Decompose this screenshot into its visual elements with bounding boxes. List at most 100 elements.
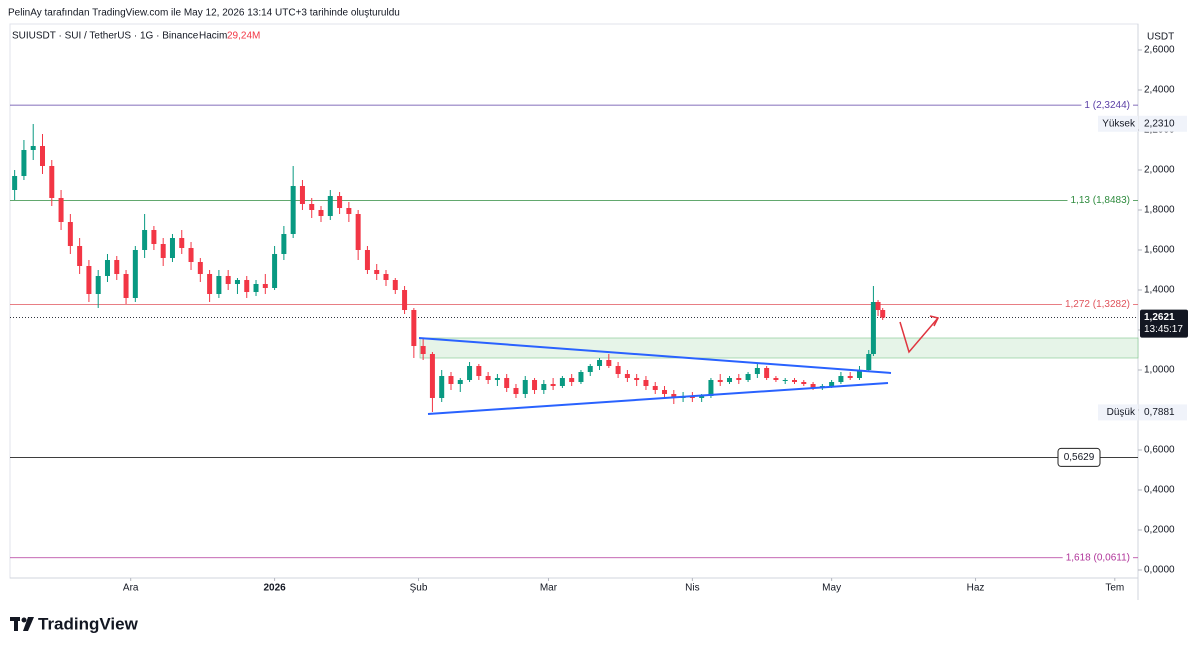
y-tick-label: 2,6000 [1144, 45, 1175, 56]
candle-body [791, 380, 797, 382]
candle-body [485, 376, 491, 380]
candle-body [671, 394, 677, 398]
candle-body [810, 384, 816, 388]
candle-body [290, 186, 296, 234]
candle-body [346, 208, 352, 214]
candle-body [281, 234, 287, 254]
price-badge-value: 0,7881 [1144, 407, 1175, 418]
candle-body [411, 310, 417, 346]
candle-body [866, 354, 872, 370]
price-badge [1098, 115, 1138, 132]
candle-body [513, 388, 519, 394]
candle-body [597, 360, 603, 366]
support-label: 0,5629 [1064, 452, 1095, 463]
price-badge [1098, 404, 1138, 421]
candle-body [745, 374, 751, 380]
candle-body [467, 366, 473, 380]
candle-body [244, 280, 250, 292]
candle-body [21, 150, 27, 176]
candle-body [253, 284, 259, 292]
logo-mark [14, 617, 18, 631]
candle-body [420, 346, 426, 354]
price-badge-value-bg [1139, 115, 1187, 132]
candle-body [114, 260, 120, 274]
candle-body [856, 370, 862, 378]
y-tick-label: 0,4000 [1144, 485, 1175, 496]
candle-body [49, 166, 55, 198]
candle-body [169, 238, 175, 258]
candle-body [624, 374, 630, 378]
candle-body [197, 262, 203, 274]
candle-body [95, 276, 101, 294]
y-tick-label: 0,0000 [1144, 565, 1175, 576]
support-box [1057, 447, 1101, 467]
y-tick-label: 2,0000 [1144, 165, 1175, 176]
candle-body [12, 176, 18, 190]
candle-body [504, 378, 510, 388]
candle-body [838, 376, 844, 382]
candle-body [699, 396, 705, 398]
triangle-upper [418, 337, 892, 374]
candle-body [151, 230, 157, 244]
candle-body [578, 372, 584, 382]
candle-body [207, 274, 213, 294]
x-tick-label: 2026 [263, 583, 286, 594]
logo-text: TradingView [38, 614, 139, 633]
candle-body [764, 368, 770, 378]
candle-body [736, 378, 742, 380]
credit: PelinAy tarafından TradingView.com ile M… [8, 8, 400, 19]
x-tick-label: Ara [123, 583, 139, 594]
candle-body [309, 204, 315, 210]
candle-body [754, 368, 760, 374]
y-tick-label: 0,2000 [1144, 525, 1175, 536]
candle-body [39, 146, 45, 166]
y-tick-label: 1,6000 [1144, 245, 1175, 256]
fib-label-bg [1061, 299, 1133, 311]
candle-body [67, 222, 73, 246]
fib-label-bg [1067, 194, 1133, 206]
candle-body [216, 276, 222, 294]
triangle-lower [427, 382, 889, 415]
candle-body [634, 378, 640, 380]
logo-mark [23, 617, 34, 631]
candle-body [77, 246, 83, 266]
candle-body [662, 390, 668, 394]
candle-body [569, 378, 575, 382]
fib-label: 1,618 (0,0611) [1066, 552, 1130, 563]
price-badge-value-bg [1139, 404, 1187, 421]
candle-body [801, 382, 807, 384]
candle-body [606, 360, 612, 366]
last-price-badge [1140, 309, 1188, 338]
candle-body [374, 270, 380, 274]
candle-body [104, 260, 110, 276]
candle-body [299, 186, 305, 204]
y-tick-label: 2,4000 [1144, 85, 1175, 96]
candle-body [392, 280, 398, 290]
x-tick-label: Haz [967, 583, 985, 594]
y-tick-label: 0,6000 [1144, 445, 1175, 456]
candle-body [402, 290, 408, 310]
candle-body [188, 248, 194, 262]
candle-body [708, 380, 714, 396]
candle-body [318, 210, 324, 216]
price-badge-value: 2,2310 [1144, 118, 1175, 129]
last-price-countdown: 13:45:17 [1144, 324, 1183, 335]
projection-arrow [899, 317, 939, 354]
x-tick-label: May [822, 583, 841, 594]
candle-body [880, 310, 886, 318]
candle-body [643, 380, 649, 386]
candle-body [476, 366, 482, 376]
y-axis-label: USDT [1147, 32, 1174, 43]
candle-body [652, 386, 658, 390]
candle-body [829, 382, 835, 386]
candle-body [327, 196, 333, 216]
logo-mark [21, 617, 27, 623]
demand-zone [419, 337, 1139, 359]
last-price-value: 1,2621 [1144, 312, 1175, 323]
candle-body [30, 146, 36, 150]
candle-body [587, 366, 593, 372]
fib-label-bg [1081, 99, 1133, 111]
y-tick-label: 1,4000 [1144, 285, 1175, 296]
candle-body [123, 274, 129, 298]
